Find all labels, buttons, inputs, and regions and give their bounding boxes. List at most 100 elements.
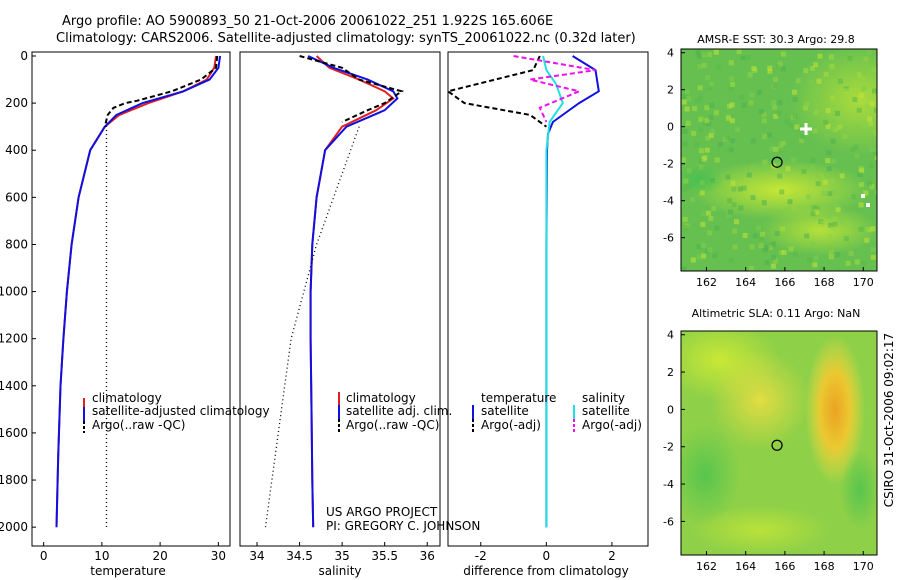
sla-markers — [771, 439, 783, 451]
x-tick-label: 2 — [608, 549, 616, 563]
sst-cell — [777, 60, 783, 66]
sst-cell — [698, 116, 704, 122]
sst-cell — [866, 227, 872, 233]
sst-cell — [698, 164, 704, 170]
sst-cell — [792, 251, 798, 257]
sst-cell — [752, 233, 758, 239]
sst-cell — [698, 148, 704, 154]
sst-cell — [869, 147, 875, 153]
salinity-series — [264, 55, 405, 528]
sst-cell — [778, 142, 784, 148]
sst-cell — [851, 194, 857, 200]
legend-header-temperature: temperature — [481, 391, 556, 405]
sst-cell — [714, 225, 720, 231]
sst-cell — [785, 166, 791, 172]
sst-cell — [831, 190, 837, 195]
y-tick-label: 4 — [667, 47, 674, 60]
sst-cell — [764, 260, 770, 266]
sst-cell — [697, 85, 703, 91]
sst-cell — [762, 159, 768, 165]
x-tick-label: 168 — [814, 560, 835, 573]
sst-cell — [839, 173, 845, 179]
sst-cell — [873, 107, 877, 113]
sst-map: AMSR-E SST: 30.3 Argo: 29.8 162 164 166 168… — [663, 33, 878, 289]
sst-cell — [869, 184, 875, 190]
sst-cell — [848, 250, 854, 256]
sst-cell — [691, 130, 697, 136]
sst-cell — [682, 141, 688, 147]
sst-cell — [814, 206, 820, 211]
sst-cell — [749, 244, 755, 250]
sst-cell — [875, 190, 877, 195]
sst-cell — [780, 140, 786, 146]
sst-cell — [856, 107, 862, 113]
x-tick-label: 162 — [696, 276, 717, 289]
x-tick-label: 164 — [735, 560, 756, 573]
sst-cell — [684, 89, 690, 95]
sst-cell — [860, 75, 866, 80]
sst-cell — [694, 142, 700, 147]
sst-cell — [829, 63, 835, 69]
sst-cell — [758, 243, 764, 249]
sst-cell — [847, 55, 853, 61]
sst-cell — [835, 269, 841, 271]
sst-cell — [823, 120, 829, 125]
series-salinity-satellite — [542, 55, 564, 528]
sst-cell — [745, 55, 751, 61]
sst-cell — [730, 138, 736, 144]
sst-cell — [779, 189, 785, 195]
sst-cell — [826, 166, 832, 172]
sst-cell — [873, 151, 877, 157]
sst-cell — [731, 202, 737, 208]
sst-cell — [732, 244, 738, 250]
sst-cell — [686, 96, 692, 102]
temperature-panel: 0 10 20 30 0 200 400 600 800 1000 1200 1400 1600 1800… — [0, 49, 270, 578]
sla-high-anomaly — [805, 335, 865, 485]
sst-cell — [709, 81, 715, 87]
x-tick-label: 30 — [211, 549, 226, 563]
sla-ticks: 162 164 166 168 170 4 2 0 -2 -4 -6 — [663, 329, 874, 573]
sst-cell — [750, 138, 756, 144]
y-tick-label: 2 — [667, 84, 674, 97]
sst-cell — [810, 242, 816, 247]
difference-ticks: -2 0 2 — [475, 542, 616, 563]
sst-cell — [807, 257, 813, 263]
sst-cell — [724, 135, 730, 141]
sst-cell — [775, 63, 781, 69]
sst-cell — [831, 216, 837, 222]
sst-cell — [780, 51, 786, 57]
series-salinity-argo-adj- — [513, 55, 596, 123]
sst-cell — [864, 103, 870, 109]
sst-cell — [829, 70, 835, 76]
sst-cell — [854, 259, 860, 265]
series-climatology — [55, 55, 217, 528]
sst-cell — [774, 210, 780, 215]
sst-cell — [728, 257, 734, 263]
sst-cell — [792, 96, 798, 102]
sst-cell — [734, 219, 739, 225]
sst-cell — [792, 113, 798, 119]
sst-cell — [708, 114, 714, 120]
y-tick-label: -6 — [663, 515, 674, 528]
sst-cell — [708, 215, 714, 221]
sst-cell — [700, 243, 706, 248]
sst-cell — [773, 113, 779, 119]
difference-series — [445, 55, 600, 528]
sst-cell — [729, 118, 735, 124]
sst-cell — [742, 233, 748, 238]
sst-cell — [828, 250, 834, 256]
header-line2: Climatology: CARS2006. Satellite-adjuste… — [56, 31, 636, 46]
sst-cell — [801, 169, 807, 174]
sst-cell — [863, 190, 869, 196]
sst-cell — [861, 70, 867, 76]
sst-cell — [781, 249, 787, 255]
sst-cell — [727, 103, 732, 109]
sst-cell — [813, 62, 819, 68]
sst-cell — [704, 147, 710, 153]
sst-cell — [761, 200, 767, 206]
missing-data-cell — [866, 203, 870, 207]
sst-cell — [872, 130, 877, 136]
project-annotation: US ARGO PROJECT — [326, 505, 438, 519]
sst-cell — [740, 55, 746, 61]
sst-cell — [701, 63, 707, 68]
